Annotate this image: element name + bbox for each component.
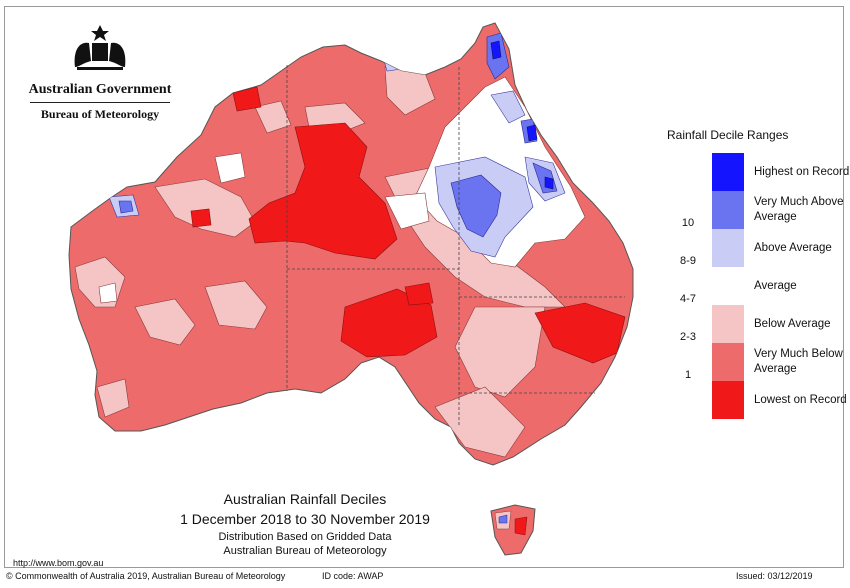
coat-of-arms-icon	[74, 25, 126, 70]
legend-label: Very Much Above Average	[754, 196, 844, 223]
legend-range: 1	[684, 369, 692, 381]
legend-range: 10	[681, 217, 695, 229]
legend-range: 8-9	[680, 255, 696, 267]
legend-label: Lowest on Record	[754, 393, 847, 406]
map-title: Australian Rainfall Deciles	[223, 491, 387, 507]
map-source: Australian Bureau of Meteorology	[223, 545, 387, 557]
highest-on-record-regions	[490, 40, 554, 190]
legend-range: 4-7	[680, 293, 696, 305]
very-much-above-average-regions	[118, 32, 558, 238]
legend-label: Highest on Record	[754, 165, 850, 178]
legend-swatch	[712, 343, 744, 381]
legend-swatch	[712, 191, 744, 229]
issued-date: Issued: 03/12/2019	[736, 571, 813, 581]
website-link[interactable]: http://www.bom.gov.au	[13, 558, 104, 568]
legend-label: Average	[754, 279, 797, 292]
legend-title: Rainfall Decile Ranges	[667, 128, 789, 142]
government-logo: Australian Government Bureau of Meteorol…	[25, 21, 175, 122]
legend-label: Below Average	[754, 317, 831, 330]
lowest-on-record-regions	[190, 86, 626, 364]
legend-label: Very Much Below Average	[754, 348, 843, 375]
map-frame: Australian Government Bureau of Meteorol…	[4, 6, 849, 568]
copyright-text: © Commonwealth of Australia 2019, Austra…	[6, 571, 286, 581]
id-code: ID code: AWAP	[322, 571, 384, 581]
legend-swatch	[712, 381, 744, 419]
legend-swatch	[712, 153, 744, 191]
legend-swatch	[712, 267, 744, 305]
logo-divider	[30, 102, 170, 103]
legend-label: Above Average	[754, 241, 832, 254]
state-borders	[286, 65, 625, 427]
agency-name: Bureau of Meteorology	[40, 107, 160, 121]
government-name: Australian Government	[28, 82, 172, 97]
map-title-block: Australian Rainfall Deciles 1 December 2…	[155, 491, 455, 557]
legend-range: 2-3	[680, 331, 696, 343]
legend-swatch	[712, 229, 744, 267]
legend-swatch	[712, 305, 744, 343]
map-period: 1 December 2018 to 30 November 2019	[180, 511, 430, 527]
map-method: Distribution Based on Gridded Data	[218, 531, 392, 543]
rainfall-map	[68, 22, 634, 556]
